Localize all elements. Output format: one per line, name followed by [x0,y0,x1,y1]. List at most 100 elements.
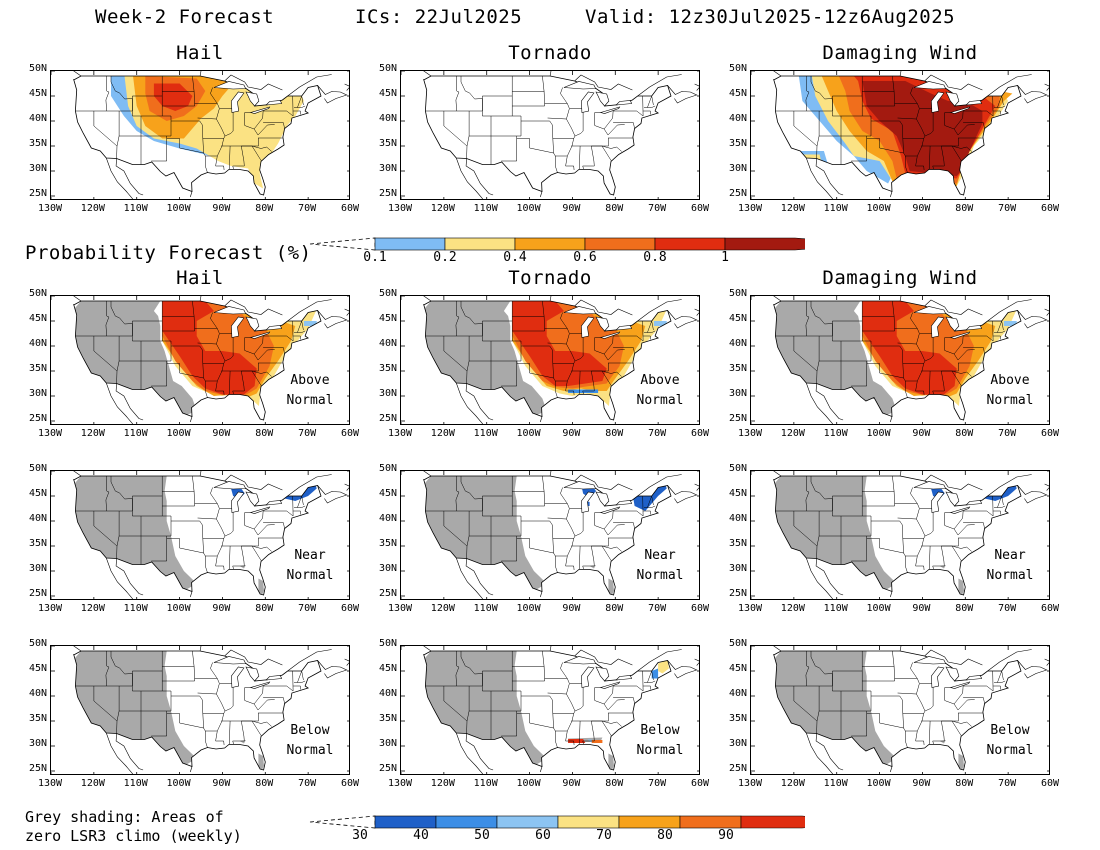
lat-tick-label: 30N [378,163,397,174]
lon-tick-label: 110W [473,778,498,789]
lon-tick-label: 90W [562,603,581,614]
row-annotation-near: Near Normal [975,546,1045,586]
lon-tick-label: 120W [430,428,455,439]
lon-tick-label: 80W [605,603,624,614]
lat-tick-label: 25N [378,588,397,599]
col-title-hail: Hail [176,42,224,64]
lat-tick-label: 40N [728,688,747,699]
lat-tick-label: 35N [728,538,747,549]
lon-tick-label: 90W [562,203,581,214]
colorbar-swatch [584,237,656,251]
lat-tick-label: 25N [28,588,47,599]
lon-tick-label: 70W [648,603,667,614]
row-annotation-near: Near Normal [275,546,345,586]
lon-tick-label: 80W [255,203,274,214]
lon-tick-label: 60W [1040,203,1060,214]
lon-tick-label: 80W [255,428,274,439]
lon-tick-label: 90W [912,428,931,439]
lon-tick-label: 130W [37,203,63,214]
row-annotation-below: Below Normal [975,721,1045,761]
lat-tick-label: 45N [728,488,747,499]
colorbar-tick-label: 80 [657,828,673,843]
lat-tick-label: 50N [728,463,747,474]
lat-tick-label: 50N [378,63,397,74]
percent-colorbar [305,814,873,838]
annotation-line: Above [290,373,330,388]
colorbar-swatch [435,815,498,829]
lat-tick-label: 50N [728,63,747,74]
lon-tick-label: 120W [780,603,805,614]
annotation-line: Below [640,723,680,738]
colorbar-swatch [496,815,559,829]
lon-tick-label: 110W [473,203,498,214]
lon-tick-label: 130W [37,428,63,439]
lat-tick-label: 25N [28,763,47,774]
map-panel-below-hail [50,645,350,775]
lat-tick-label: 40N [28,338,47,349]
colorbar-tick-label: 40 [413,828,429,843]
lon-tick-label: 120W [80,203,105,214]
lat-tick-label: 35N [728,713,747,724]
lon-tick-label: 70W [998,428,1017,439]
lon-tick-label: 80W [955,428,974,439]
ics-date: ICs: 22Jul2025 [355,6,523,28]
lat-tick-label: 40N [378,113,397,124]
map-panel-below-tornado [400,645,700,775]
lon-tick-label: 60W [690,203,710,214]
lon-tick-label: 120W [430,778,455,789]
colorbar-swatch [724,237,866,251]
lon-tick-label: 120W [80,428,105,439]
lat-tick-label: 45N [378,88,397,99]
colorbar-swatch [444,237,516,251]
lon-tick-label: 90W [212,428,231,439]
map-panel-near-tornado [400,470,700,600]
colorbar-swatch [374,815,437,829]
lat-tick-label: 50N [28,638,47,649]
lat-tick-label: 35N [28,538,47,549]
colorbar-tick-label: 0.8 [643,250,667,265]
lat-tick-label: 40N [728,113,747,124]
lon-tick-label: 100W [166,203,191,214]
lon-tick-label: 110W [823,603,848,614]
lon-tick-label: 130W [37,603,63,614]
colorbar-swatch [514,237,586,251]
lon-tick-label: 120W [430,603,455,614]
lat-tick-label: 45N [728,313,747,324]
lat-tick-label: 50N [28,463,47,474]
annotation-line: Normal [986,743,1034,758]
lat-tick-label: 40N [378,338,397,349]
lon-tick-label: 110W [823,428,848,439]
lat-tick-label: 25N [378,763,397,774]
lon-tick-label: 130W [737,203,763,214]
map-panel-above-hail [50,295,350,425]
lon-tick-label: 80W [605,203,624,214]
colorbar-tick-label: 90 [718,828,734,843]
lat-tick-label: 35N [728,138,747,149]
lon-tick-label: 130W [37,778,63,789]
colorbar-swatch [740,815,873,829]
annotation-line: Below [990,723,1030,738]
map-panel-above-tornado [400,295,700,425]
lon-tick-label: 100W [866,778,891,789]
lat-tick-label: 25N [728,588,747,599]
lon-tick-label: 100W [166,603,191,614]
lat-tick-label: 35N [28,713,47,724]
map-panel-climatology-tornado [400,70,700,200]
lon-tick-label: 90W [212,778,231,789]
annotation-line: Normal [286,743,334,758]
colorbar-tick-label: 1 [721,250,729,265]
lat-tick-label: 25N [728,413,747,424]
lat-tick-label: 40N [728,513,747,524]
lat-tick-label: 50N [378,288,397,299]
lat-tick-label: 45N [28,488,47,499]
lon-tick-label: 100W [166,778,191,789]
map-panel-above-wind [750,295,1050,425]
lon-tick-label: 60W [1040,603,1060,614]
lon-tick-label: 60W [690,603,710,614]
lat-tick-label: 25N [728,188,747,199]
colorbar-swatch [557,815,620,829]
lat-tick-label: 45N [378,313,397,324]
lat-tick-label: 40N [28,688,47,699]
lat-tick-label: 45N [378,663,397,674]
lon-tick-label: 80W [955,203,974,214]
